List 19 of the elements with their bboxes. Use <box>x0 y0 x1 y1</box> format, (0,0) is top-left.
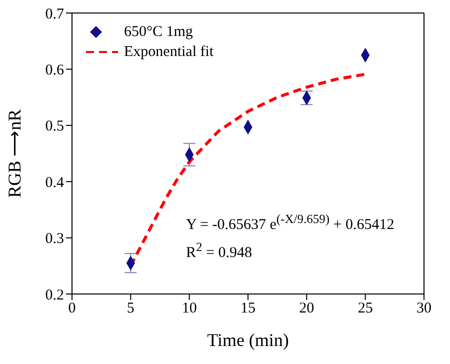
legend-label: 650°C 1mg <box>124 24 193 40</box>
y-tick-label: 0.3 <box>45 231 64 248</box>
annotation: R$^{2}$ = 0.948 <box>186 240 252 262</box>
y-axis-title: RGB ⟶nR <box>4 109 24 198</box>
x-tick-label: 20 <box>299 300 314 317</box>
x-tick-label: 25 <box>358 300 373 317</box>
y-tick-label: 0.2 <box>45 287 64 304</box>
x-tick-label: 0 <box>68 300 76 317</box>
x-tick-label: 5 <box>126 300 134 317</box>
x-axis-title: Time (min) <box>207 330 289 350</box>
y-tick-label: 0.5 <box>45 118 64 135</box>
annotation: Y = -0.65637 e$^{(-X/9.659)}$ + 0.65412 <box>186 212 394 234</box>
legend-label: Exponential fit <box>124 44 214 60</box>
x-tick-label: 15 <box>240 300 256 317</box>
y-tick-label: 0.4 <box>45 174 64 191</box>
x-tick-label: 10 <box>182 300 197 317</box>
y-tick-label: 0.6 <box>45 62 64 79</box>
x-tick-label: 30 <box>416 300 432 317</box>
y-tick-label: 0.7 <box>45 6 64 22</box>
